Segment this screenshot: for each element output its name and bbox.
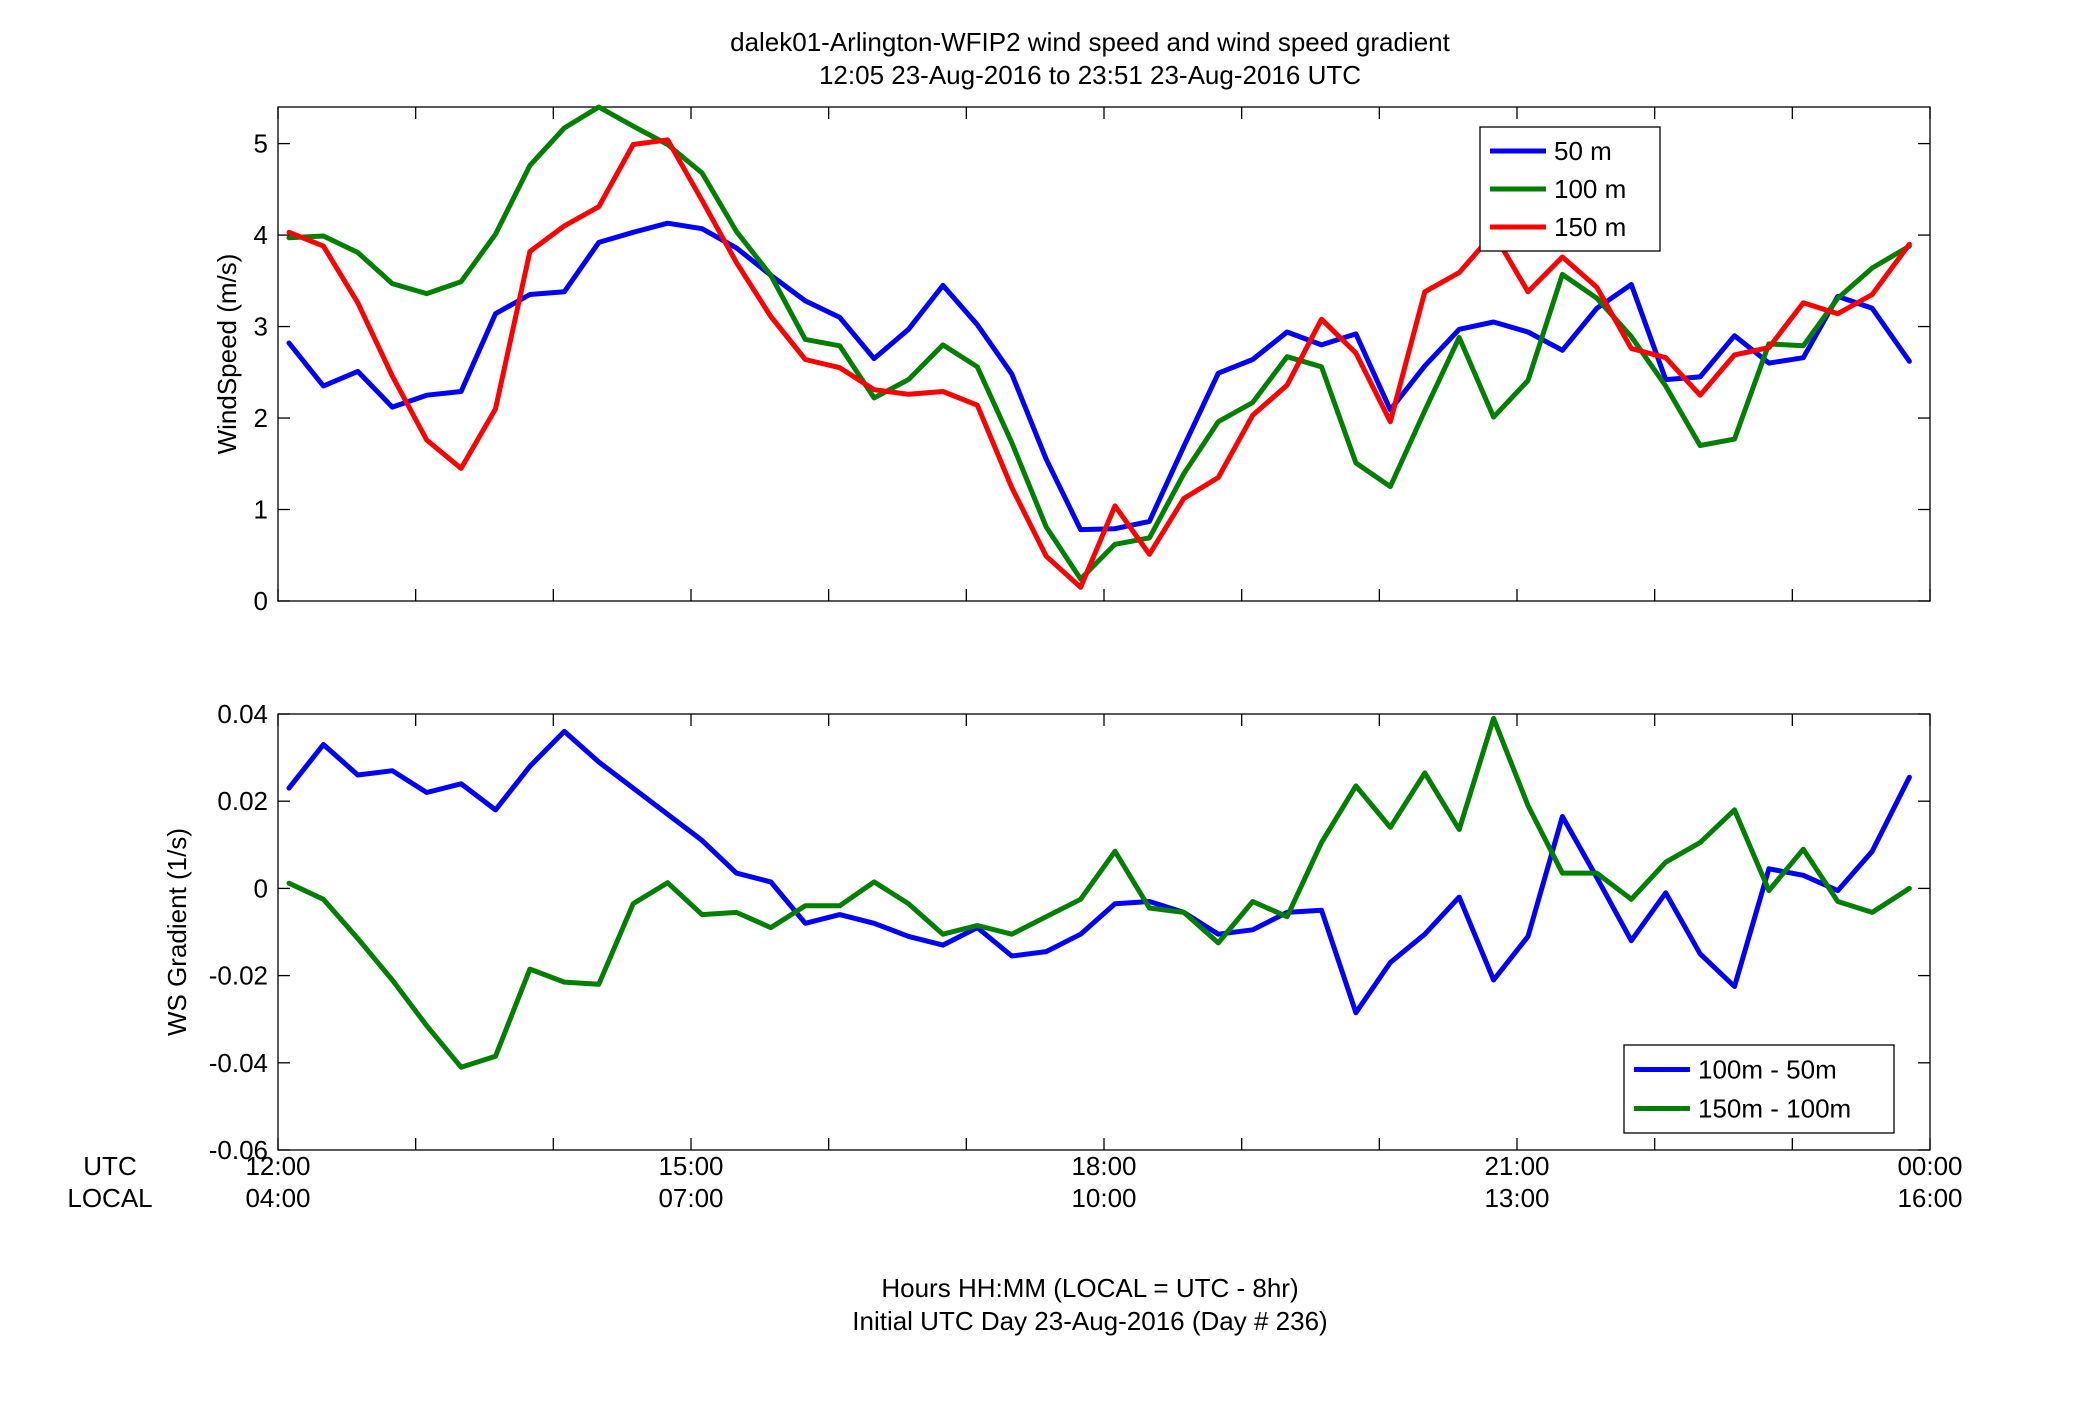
y-tick-label: -0.02 <box>209 961 268 991</box>
y-tick-label: 0.04 <box>217 699 268 729</box>
legend: 50 m 100 m 150 m <box>1479 126 1661 252</box>
series-line-150-m <box>286 137 1912 590</box>
x-tick-label-local: 10:00 <box>1071 1183 1136 1213</box>
series-line-100m-50m <box>286 728 1912 1016</box>
gradient-panel: -0.06 -0.04 -0.02 0 0.02 0.04 WS Gradient (1/s… <box>162 699 1931 1165</box>
chart-title-line2: 12:05 23-Aug-2016 to 23:51 23-Aug-2016 U… <box>819 60 1361 90</box>
x-tick-label-utc: 15:00 <box>658 1151 723 1181</box>
legend-label: 100m - 50m <box>1698 1055 1837 1085</box>
windspeed-panel: 0 1 2 3 4 5 WindSpeed (m/s) 50 m 100 m 150 m <box>212 104 1931 616</box>
y-axis-label: WS Gradient (1/s) <box>162 828 192 1036</box>
utc-row-label: UTC <box>83 1151 136 1181</box>
y-tick-label: 0 <box>254 873 268 903</box>
y-tick-label: 0.02 <box>217 786 268 816</box>
y-axis-label: WindSpeed (m/s) <box>212 254 242 455</box>
y-tick-label: 5 <box>254 129 268 159</box>
y-tick-label: 1 <box>254 495 268 525</box>
chart-title-line1: dalek01-Arlington-WFIP2 wind speed and w… <box>730 27 1451 57</box>
legend-label: 100 m <box>1554 174 1626 204</box>
series-line-150m-100m <box>286 715 1912 1070</box>
legend-label: 150 m <box>1554 212 1626 242</box>
y-tick-label: 0 <box>254 586 268 616</box>
legend-label: 50 m <box>1554 136 1612 166</box>
series-line-50-m <box>286 220 1912 533</box>
x-tick-label-local: 13:00 <box>1484 1183 1549 1213</box>
x-tick-label-utc: 12:00 <box>245 1151 310 1181</box>
y-tick-label: 4 <box>254 220 268 250</box>
y-tick-label: 3 <box>254 312 268 342</box>
legend-box <box>1623 1044 1895 1134</box>
y-tick-label: 2 <box>254 403 268 433</box>
x-tick-label-local: 04:00 <box>245 1183 310 1213</box>
x-tick-label-local: 16:00 <box>1897 1183 1962 1213</box>
y-tick-label: -0.06 <box>209 1135 268 1165</box>
legend: 100m - 50m 150m - 100m <box>1623 1044 1895 1134</box>
x-tick-label-utc: 00:00 <box>1897 1151 1962 1181</box>
y-tick-label: -0.04 <box>209 1048 268 1078</box>
x-tick-label-utc: 18:00 <box>1071 1151 1136 1181</box>
footer-line1: Hours HH:MM (LOCAL = UTC - 8hr) <box>881 1273 1298 1303</box>
footer-line2: Initial UTC Day 23-Aug-2016 (Day # 236) <box>852 1306 1327 1336</box>
x-tick-label-local: 07:00 <box>658 1183 723 1213</box>
x-tick-label-utc: 21:00 <box>1484 1151 1549 1181</box>
local-row-label: LOCAL <box>67 1183 152 1213</box>
series-line-100-m <box>286 104 1912 582</box>
legend-label: 150m - 100m <box>1698 1094 1851 1124</box>
